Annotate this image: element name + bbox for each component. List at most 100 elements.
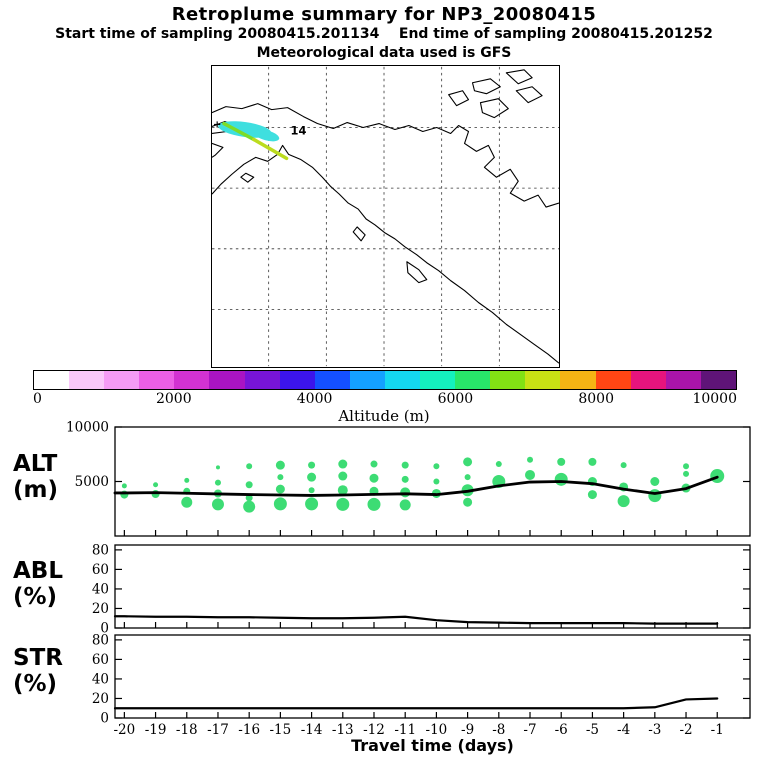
plume-altitude-bubble [433,478,440,485]
haida-gwaii-island [352,226,366,242]
panel-unit: (%) [13,671,58,697]
y-tick-label: 20 [92,601,109,617]
colorbar-tick-label: 2000 [155,391,192,407]
fraction-line [113,697,719,710]
plume-altitude-bubble [338,459,348,469]
x-tick-label: -2 [679,722,692,738]
plume-altitude-bubble [367,497,381,511]
colorbar-tick-label: 6000 [437,391,474,407]
colorbar-segment [34,371,70,389]
plume-altitude-bubble [273,497,287,511]
map-grid [212,66,559,367]
x-tick-label: -14 [301,722,323,738]
plume-altitude-bubble [184,477,190,483]
sampling-times-line: Start time of sampling 20080415.201134 E… [55,26,713,42]
alt-panel-label: ALT (m) [13,451,111,503]
colorbar-segment [314,371,350,389]
plume-altitude-bubble [683,463,690,470]
x-tick-label: -17 [207,722,229,738]
plume-altitude-bubble [336,497,350,511]
x-tick-label: -20 [113,722,135,738]
x-tick-label: -18 [176,722,198,738]
colorbar-tick-label: 10000 [692,391,737,407]
y-tick-label: 40 [92,581,109,597]
plume-altitude-bubble [308,487,315,494]
plume-altitude-bubble [525,469,536,480]
colorbar-segment [455,371,491,389]
colorbar-segment [630,371,666,389]
plume-altitude-bubble [337,485,348,496]
x-tick-label: -19 [145,722,167,738]
arctic-island-3 [505,69,533,85]
plume-altitude-bubble [153,482,159,488]
plume-altitude-bubble [433,463,440,470]
plume-altitude-bubble [243,500,256,513]
plume-altitude-bubble [275,460,285,470]
plume-day-label: 14 [291,123,307,137]
x-tick-label: -4 [617,722,630,738]
y-tick-label: 60 [92,562,109,578]
colorbar-tick-label: 0 [33,391,42,407]
y-tick-label: 80 [92,542,109,558]
x-tick-label: -12 [363,722,385,738]
plume-altitude-bubble [215,465,220,470]
arctic-island-2 [471,78,501,95]
colorbar-segment [420,371,456,389]
plume-altitude-bubble [399,499,411,511]
plume-altitude-bubble [305,497,319,511]
plume-streak-lower [252,137,289,161]
panel-name: ABL [13,558,63,584]
x-tick-label: -8 [492,722,505,738]
colorbar-tick-label: 4000 [296,391,333,407]
plume-altitude-bubble [214,479,221,486]
plume-altitude-bubble [181,496,193,508]
plume-altitude-bubble [369,473,379,483]
x-tick-label: -11 [394,722,416,738]
colorbar-segment [525,371,561,389]
plume-altitude-bubble [588,457,597,466]
plume-altitude-bubble [587,490,597,500]
plume-altitude-bubble [277,474,284,481]
plume-altitude-bubble [683,470,690,477]
plume-blob-tail [254,129,280,142]
arctic-island-1 [448,90,470,107]
x-axis-label: Travel time (days) [351,736,514,755]
plume-altitude-bubble [463,497,473,507]
plume-altitude-bubble [245,481,253,489]
x-tick-label: -16 [238,722,260,738]
x-tick-label: -6 [555,722,568,738]
kodiak-island [240,172,255,183]
y-tick-label: 0 [100,621,109,637]
colorbar-segment [104,371,140,389]
mean-altitude-line [113,475,719,497]
y-tick-label: 0 [100,711,109,727]
y-tick-label: 10000 [66,420,109,436]
str-panel-label: STR (%) [13,645,111,697]
abl-panel-label: ABL (%) [13,558,111,610]
colorbar-segment [209,371,245,389]
panel-name: STR [13,645,63,671]
x-tick-label: -5 [586,722,599,738]
colorbar-segment [244,371,280,389]
x-tick-label: -3 [648,722,661,738]
colorbar-segment [174,371,210,389]
colorbar-segment [490,371,526,389]
colorbar-segment [69,371,105,389]
panel-unit: (%) [13,584,58,610]
plume-altitude-bubble [620,462,627,469]
y-tick-label: 5000 [75,474,109,490]
plume-altitude-bubble [557,457,566,466]
trajectory-map: + 14 [211,65,560,368]
colorbar-segment [560,371,596,389]
page-title: Retroplume summary for NP3_20080415 [171,4,597,25]
panel-frame [114,634,751,719]
plume-altitude-bubble [338,471,348,481]
plume-altitude-bubble [527,456,534,463]
plume-altitude-bubble [463,457,473,467]
plume-altitude-bubble [307,472,317,482]
plume-altitude-bubble [246,463,253,470]
yukon-delta [212,142,224,158]
release-marker-icon: + [213,120,221,131]
altitude-colorbar [33,370,737,390]
